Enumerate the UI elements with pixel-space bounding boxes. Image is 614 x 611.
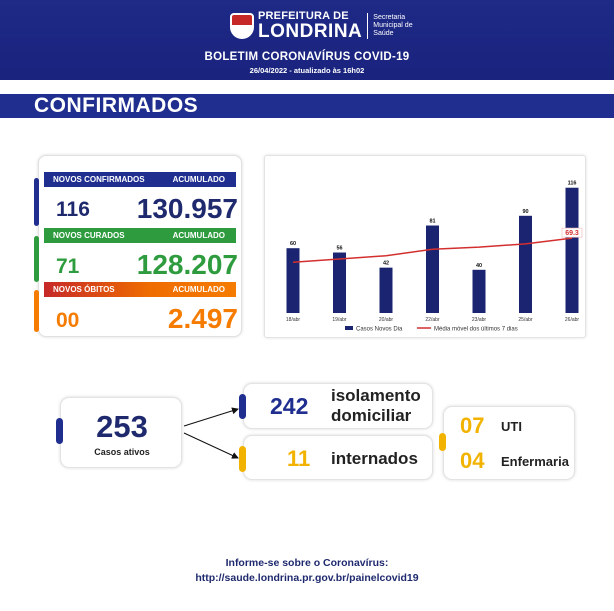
deaths-total: 2.497 xyxy=(167,303,238,334)
cured-new: 71 xyxy=(56,255,80,278)
cured-header: NOVOS CURADOS ACUMULADO xyxy=(44,228,236,243)
hospitalized-label: internados xyxy=(331,449,418,468)
bulletin-title: BOLETIM CORONAVÍRUS COVID-19 xyxy=(204,51,410,63)
legend-label-average: Média móvel dos últimos 7 dias xyxy=(434,327,518,333)
active-cases-label: Casos ativos xyxy=(94,447,150,457)
bar-value-label-1: 56 xyxy=(336,246,342,252)
bar-5 xyxy=(519,215,532,313)
uti-label: UTI xyxy=(501,419,522,434)
isolation-label-2: domiciliar xyxy=(331,406,412,425)
footer-line-1: Informe-se sobre o Coronavírus: xyxy=(225,557,389,569)
city-crest-icon xyxy=(230,13,254,39)
bulletin-date: 26/04/2022 - atualizado às 16h02 xyxy=(249,66,365,75)
uti-number: 07 xyxy=(460,413,485,438)
cured-accent-bar xyxy=(34,236,39,282)
secretaria-line-1: Secretaria xyxy=(373,14,406,21)
hospital-breakdown-card: 07 UTI 04 Enfermaria xyxy=(443,406,575,480)
x-tick-label-5: 25/abr xyxy=(518,317,533,323)
header-banner: PREFEITURA DE LONDRINA Secretaria Munici… xyxy=(0,0,614,80)
enfermaria-number: 04 xyxy=(460,448,485,473)
bar-value-label-0: 60 xyxy=(290,241,296,247)
bar-value-label-4: 40 xyxy=(476,263,482,269)
legend-swatch-cases xyxy=(345,326,353,330)
hospitalized-card: 11 internados xyxy=(243,435,433,480)
secretaria-line-2: Municipal de xyxy=(373,22,413,29)
arrows-graphic xyxy=(183,407,239,459)
active-accent-bar xyxy=(56,418,63,444)
confirmed-label: NOVOS CONFIRMADOS xyxy=(53,175,145,184)
prefeitura-logo: PREFEITURA DE LONDRINA Secretaria Munici… xyxy=(230,11,413,41)
isolation-number: 242 xyxy=(270,393,309,419)
enfermaria-label: Enfermaria xyxy=(501,454,569,469)
bar-value-label-5: 90 xyxy=(522,209,528,215)
moving-average-label-box: 69.3 xyxy=(561,227,583,238)
isolation-label-1: isolamento xyxy=(331,386,421,405)
footer-link[interactable]: http://saude.londrina.pr.gov.br/painelco… xyxy=(195,572,419,584)
x-tick-label-6: 26/abr xyxy=(565,317,580,323)
bar-2 xyxy=(379,267,393,313)
hospitalized-number: 11 xyxy=(287,446,311,471)
x-tick-label-2: 20/abr xyxy=(379,317,394,323)
cured-acc-label: ACUMULADO xyxy=(172,231,225,240)
x-tick-label-3: 22/abr xyxy=(425,317,440,323)
logo-divider xyxy=(367,13,369,39)
logo-city-text: LONDRINA xyxy=(258,21,363,42)
active-cases-number: 253 xyxy=(96,409,148,444)
section-band: CONFIRMADOS xyxy=(0,94,614,118)
bar-6 xyxy=(565,187,579,313)
isolation-accent-bar xyxy=(239,394,246,419)
active-cases-card: 253 Casos ativos xyxy=(60,397,182,468)
bar-0 xyxy=(286,248,300,313)
deaths-label: NOVOS ÓBITOS xyxy=(53,285,115,294)
bar-value-label-2: 42 xyxy=(383,261,389,267)
x-tick-label-4: 23/abr xyxy=(472,317,487,323)
cases-chart: 60 56 42 81 40 90 116 18/abr 19/abr 20/abr 22/abr… xyxy=(286,181,583,333)
x-tick-label-0: 18/abr xyxy=(286,317,301,323)
bar-4 xyxy=(472,269,486,313)
arrow-to-isolation xyxy=(183,407,239,427)
confirmed-accent-bar xyxy=(34,178,39,226)
logo-prefeitura-text: PREFEITURA DE xyxy=(258,10,349,22)
section-title: CONFIRMADOS xyxy=(34,94,199,117)
isolation-card: 242 isolamento domiciliar xyxy=(243,383,433,429)
chart-legend: Casos Novos Dia Média móvel dos últimos … xyxy=(345,326,518,333)
x-tick-label-1: 19/abr xyxy=(332,317,347,323)
confirmed-total: 130.957 xyxy=(136,193,238,224)
cured-label: NOVOS CURADOS xyxy=(53,231,125,240)
bar-value-label-3: 81 xyxy=(429,219,435,225)
legend-label-cases: Casos Novos Dia xyxy=(356,327,403,333)
moving-average-line xyxy=(292,237,573,263)
deaths-acc-label: ACUMULADO xyxy=(172,285,225,294)
cases-chart-panel: 60 56 42 81 40 90 116 18/abr 19/abr 20/abr 22/abr… xyxy=(264,155,586,338)
hospitalized-accent-bar xyxy=(239,446,246,472)
breakdown-accent-bar xyxy=(439,433,446,451)
secretaria-line-3: Saúde xyxy=(373,30,394,37)
deaths-header: NOVOS ÓBITOS ACUMULADO xyxy=(44,282,236,297)
cured-total: 128.207 xyxy=(136,249,238,280)
moving-average-value-label: 69.3 xyxy=(565,230,579,237)
deaths-accent-bar xyxy=(34,290,39,332)
bar-value-label-6: 116 xyxy=(568,181,577,187)
confirmed-new: 116 xyxy=(56,198,90,221)
deaths-new: 00 xyxy=(56,309,80,332)
bar-3 xyxy=(426,225,439,313)
arrow-to-hospitalized xyxy=(183,432,239,459)
bar-1 xyxy=(333,252,346,313)
confirmed-acc-label: ACUMULADO xyxy=(172,175,225,184)
confirmed-header: NOVOS CONFIRMADOS ACUMULADO xyxy=(44,172,236,187)
